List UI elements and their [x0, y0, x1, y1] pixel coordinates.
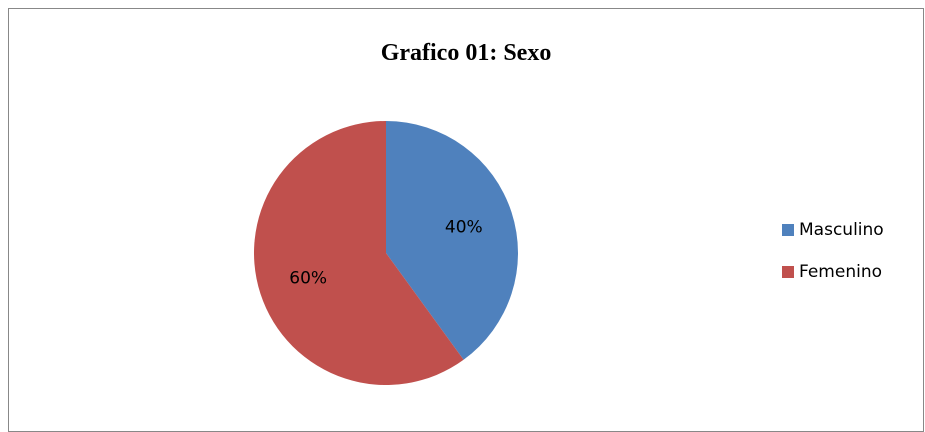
slice-label: 40%	[445, 218, 483, 238]
pie-slice	[386, 121, 518, 360]
legend-swatch	[782, 266, 794, 278]
legend-swatch	[782, 224, 794, 236]
legend-label: Femenino	[799, 262, 882, 282]
legend-label: Masculino	[799, 220, 884, 240]
chart-title: Grafico 01: Sexo	[381, 40, 552, 66]
pie-slice	[254, 121, 464, 385]
slice-label: 60%	[289, 268, 327, 288]
